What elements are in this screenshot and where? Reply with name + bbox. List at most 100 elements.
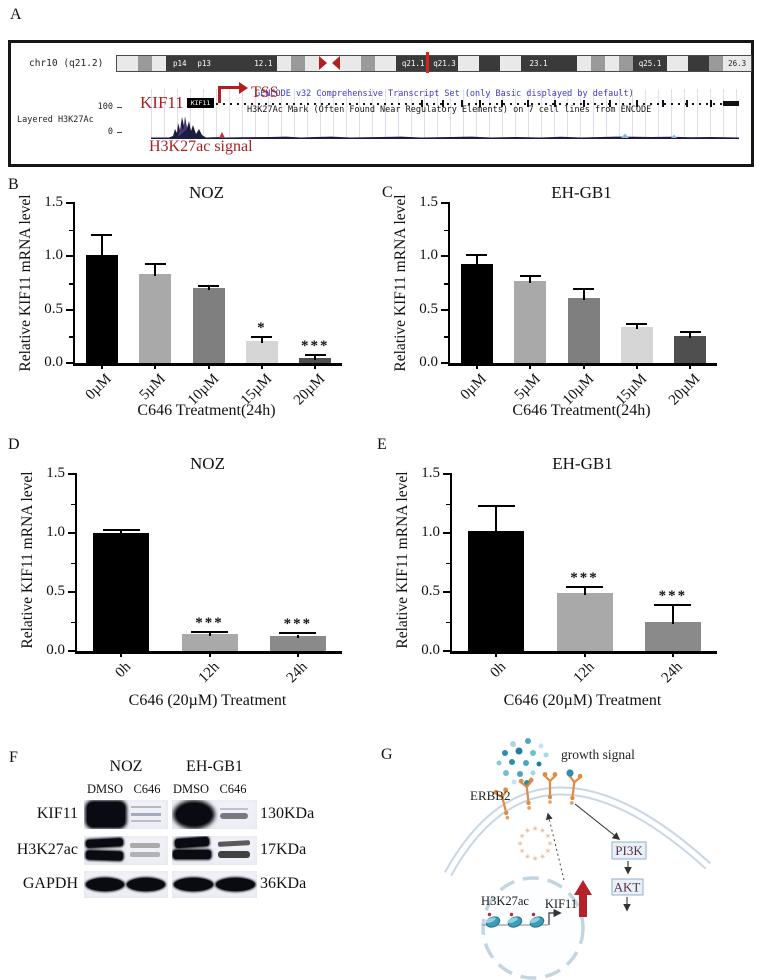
chromosome-band-unlabeled xyxy=(667,56,689,71)
chart-ehgb1-time: EH-GB1 Relative KIF11 mRNA level 0.0 0.5 1… xyxy=(375,430,740,720)
chromosome-band-unlabeled xyxy=(291,56,306,71)
y-tick xyxy=(443,650,452,652)
exon-tick xyxy=(421,100,423,107)
error-bar-stem xyxy=(495,507,498,533)
error-bar-cap xyxy=(197,285,220,288)
y-tick-label: 1.0 xyxy=(44,247,63,264)
y-tick-label: 1.5 xyxy=(419,194,438,210)
chromosome-band-unlabeled xyxy=(214,56,250,71)
significance-stars: *** xyxy=(283,616,313,633)
x-tick xyxy=(635,363,638,369)
error-bar-cap xyxy=(566,586,603,589)
cell-line-header: NOZ xyxy=(109,758,143,775)
chart-title: NOZ xyxy=(189,183,224,202)
bar xyxy=(181,634,238,651)
tss-arrow-shaft xyxy=(218,86,240,89)
ligand-dot xyxy=(566,769,574,777)
exon-tick xyxy=(662,100,665,107)
blot-band xyxy=(87,802,125,827)
panel-label-a: A xyxy=(10,6,22,23)
bar xyxy=(644,621,701,651)
x-tick xyxy=(260,363,263,369)
x-axis-label: C646 Treatment(24h) xyxy=(512,402,651,419)
panel-label-g: G xyxy=(381,746,393,763)
exon-tick xyxy=(553,100,556,107)
exon-tick xyxy=(500,100,503,107)
x-tick xyxy=(689,363,692,369)
x-category-label: 0µM xyxy=(457,371,491,404)
x-category-label: 5µM xyxy=(511,371,544,404)
signal-dot xyxy=(543,752,549,758)
bar xyxy=(567,297,600,363)
chromosome-band-unlabeled xyxy=(618,56,633,71)
exon-tick xyxy=(635,100,638,107)
tss-label: TSS xyxy=(251,84,279,101)
molecular-weight-label: 36KDa xyxy=(260,875,307,892)
lane-label: C646 xyxy=(219,782,247,796)
y-tick-label: 1.0 xyxy=(419,247,438,264)
error-bar-stem xyxy=(154,264,157,277)
western-blot-panel: NOZ EH-GB1 DMSO C646 DMSO C646 KIF11 H3K… xyxy=(10,745,350,920)
track-label: Layered H3K27Ac xyxy=(17,115,94,125)
growth-signal-label: growth signal xyxy=(561,747,635,762)
star-icon: ✳ xyxy=(545,833,551,841)
y-tick-label: 1.0 xyxy=(46,524,65,540)
error-bar-stem xyxy=(100,236,103,258)
chromosome-band: q21.3 xyxy=(430,56,459,71)
panel-label-e: E xyxy=(377,436,387,453)
bar xyxy=(460,263,493,363)
exon-tick xyxy=(582,100,585,107)
star-icon: ✳ xyxy=(517,840,523,848)
error-bar-cap xyxy=(304,353,326,356)
y-tick-label: 0.0 xyxy=(46,642,65,658)
signal-dot xyxy=(496,760,502,766)
chart-noz-time: NOZ Relative KIF11 mRNA level 0.0 0.5 1.0 1… xyxy=(10,430,375,720)
bar xyxy=(674,336,707,363)
y-tick-label: 0.5 xyxy=(44,300,63,317)
error-bar-cap xyxy=(279,632,317,635)
akt-label: AKT xyxy=(614,880,641,895)
h3k27ac-track-title: H3K27Ac Mark (Often Found Near Regulator… xyxy=(247,105,652,115)
signal-dot xyxy=(536,761,542,767)
blot-band xyxy=(217,840,251,847)
y-tick xyxy=(441,255,450,258)
nucleus xyxy=(481,876,585,980)
y-minor-tick xyxy=(444,336,450,338)
y-tick xyxy=(68,532,77,534)
x-category-label: 0h xyxy=(112,659,135,681)
genome-browser-panel: chr10 (q21.2) p14 p13 12.1 q21.1 q21.3 23.1 q2… xyxy=(8,40,754,167)
panel-label-b: B xyxy=(8,176,19,193)
plot-area: 0.0 0.5 1.0 1.5 0µM 5µM 10µM * 15µM *** 20µM xyxy=(44,194,342,408)
signal-dot xyxy=(525,738,531,744)
bar xyxy=(514,280,547,363)
molecular-weight-label: 17KDa xyxy=(260,841,307,858)
chromosome-band-unlabeled xyxy=(277,56,292,71)
bar xyxy=(468,530,525,651)
upregulation-arrow xyxy=(574,880,592,917)
error-bar-cap xyxy=(191,631,228,634)
signal-dot xyxy=(511,779,517,785)
exon-tick xyxy=(609,100,612,107)
x-tick xyxy=(207,363,210,369)
y-tick xyxy=(66,255,75,258)
chromosome-band-unlabeled xyxy=(374,56,396,71)
promoter-arrow xyxy=(548,908,562,925)
blot-band xyxy=(173,850,211,859)
x-axis-label: C646 (20µM) Treatment xyxy=(503,692,662,709)
error-bar-cap xyxy=(144,262,166,265)
error-bar-stem xyxy=(475,256,478,266)
blot-gapdh-noz xyxy=(84,871,168,898)
bar xyxy=(245,340,278,363)
error-bar-cap xyxy=(466,254,488,257)
error-bar-cap xyxy=(251,336,273,339)
signal-dot xyxy=(510,741,516,747)
chromosome-band-unlabeled xyxy=(576,56,591,71)
error-bar-stem xyxy=(120,530,123,535)
chromosome-band: q25.1 xyxy=(632,56,668,71)
gene-label: KIF11 xyxy=(140,93,184,112)
pathway-diagram: growth signal ERBB2 ✳✳✳✳✳✳✳✳✳ ✳ ✳✳ PI3K AK… xyxy=(444,738,712,980)
y-axis-label: Relative KIF11 mRNA level xyxy=(17,194,34,372)
panel-label-f: F xyxy=(9,749,18,766)
centromere xyxy=(319,56,340,71)
star-icon: ✳ xyxy=(532,855,538,863)
